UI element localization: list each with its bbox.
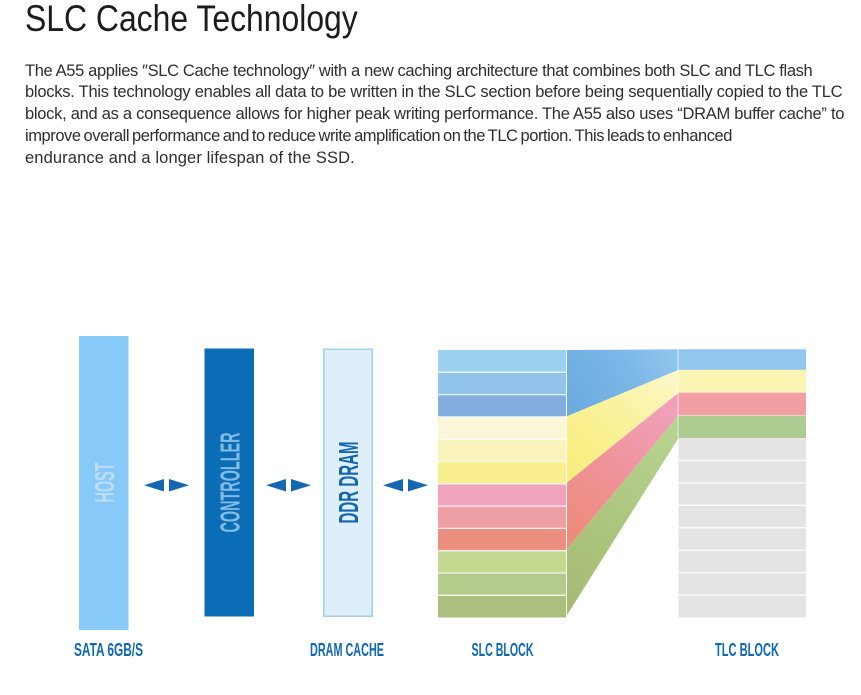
svg-text:HOST: HOST bbox=[89, 463, 120, 503]
svg-text:CONTROLLER: CONTROLLER bbox=[215, 433, 246, 533]
svg-text:SATA 6GB/S: SATA 6GB/S bbox=[74, 640, 143, 660]
svg-text:DDR DRAM: DDR DRAM bbox=[333, 442, 364, 524]
svg-text:SLC BLOCK: SLC BLOCK bbox=[472, 640, 534, 660]
svg-text:DRAM CACHE: DRAM CACHE bbox=[310, 640, 384, 660]
svg-text:TLC BLOCK: TLC BLOCK bbox=[715, 640, 779, 660]
